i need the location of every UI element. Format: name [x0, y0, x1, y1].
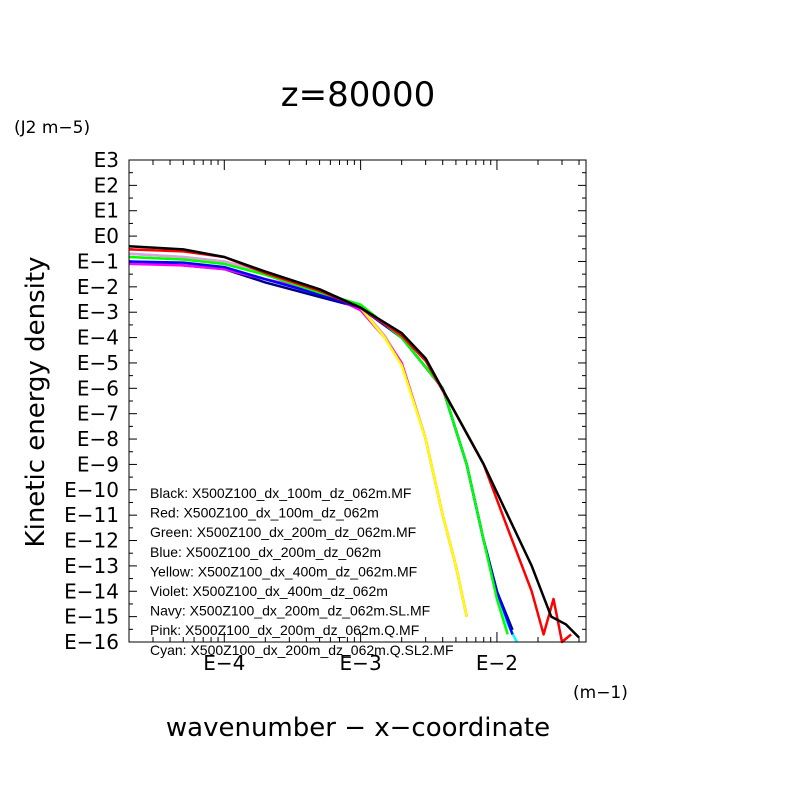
y-tick-label: E−16 [64, 630, 119, 654]
y-tick-label: E0 [94, 224, 119, 248]
chart-title: z=80000 [281, 75, 436, 115]
y-tick-label: E−7 [77, 402, 119, 426]
y-tick-label: E1 [94, 199, 119, 223]
legend-entry: Yellow: X500Z100_dx_400m_dz_062m.MF [150, 563, 417, 579]
y-tick-label: E−12 [64, 529, 119, 553]
x-axis: E−4 E−3 E−2 [128, 160, 580, 675]
legend-entry: Violet: X500Z100_dx_400m_dz_062m [150, 583, 388, 599]
y-tick-label: E−5 [77, 351, 119, 375]
y-tick-label: E−15 [64, 605, 119, 629]
x-axis-title: wavenumber − x−coordinate [166, 713, 550, 743]
y-tick-label: E−6 [77, 376, 119, 400]
y-tick-label: E3 [94, 148, 119, 172]
series-lines [128, 244, 580, 644]
series-line [128, 244, 580, 639]
legend-entry: Black: X500Z100_dx_100m_dz_062m.MF [150, 485, 411, 501]
y-tick-label: E−14 [64, 579, 119, 603]
y-tick-label: E−8 [77, 427, 119, 451]
y-tick-label: E−10 [64, 478, 119, 502]
y-unit-label: (J2 m−5) [14, 118, 90, 138]
x-tick-label: E−2 [476, 651, 518, 675]
legend-entry: Green: X500Z100_dx_200m_dz_062m.MF [150, 524, 416, 540]
y-tick-label: E−11 [64, 503, 119, 527]
legend-entry: Cyan: X500Z100_dx_200m_dz_062m.Q.SL2.MF [150, 642, 454, 658]
plot-frame [128, 159, 587, 643]
y-tick-label: E−3 [77, 300, 119, 324]
y-tick-label: E−13 [64, 554, 119, 578]
y-axis: E3E2E1E0E−1E−2E−3E−4E−5E−6E−7E−8E−9E−10E… [64, 148, 586, 654]
legend: Black: X500Z100_dx_100m_dz_062m.MF Red: X… [150, 485, 454, 658]
y-tick-label: E−9 [77, 452, 119, 476]
y-axis-title: Kinetic energy density [21, 257, 51, 548]
y-tick-label: E−4 [77, 326, 119, 350]
legend-entry: Navy: X500Z100_dx_200m_dz_062m.SL.MF [150, 603, 430, 619]
y-tick-label: E−2 [77, 275, 119, 299]
legend-entry: Red: X500Z100_dx_100m_dz_062m [150, 505, 379, 521]
y-tick-label: E−1 [77, 249, 119, 273]
x-tick-label: E−3 [340, 651, 382, 675]
legend-entry: Blue: X500Z100_dx_200m_dz_062m [150, 544, 381, 560]
x-tick-label: E−4 [203, 651, 245, 675]
legend-entry: Pink: X500Z100_dx_200m_dz_062m.Q.MF [150, 622, 419, 638]
y-tick-label: E2 [94, 173, 119, 197]
x-unit-label: (m−1) [573, 683, 628, 703]
